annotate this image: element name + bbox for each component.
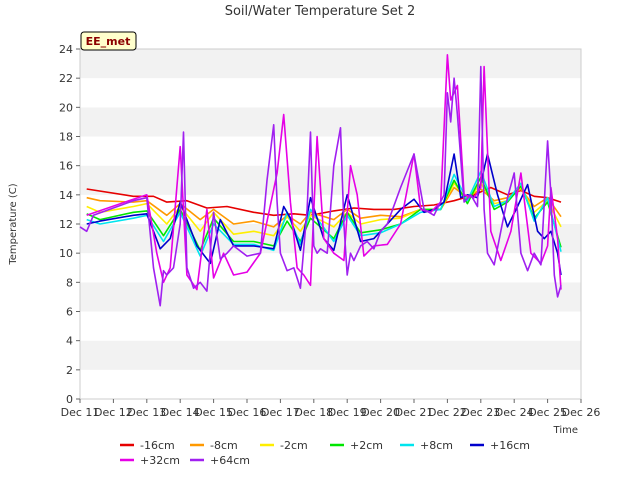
series-lines	[79, 53, 562, 307]
x-tick-label: Dec 18	[294, 406, 333, 419]
legend-label: +16cm	[490, 439, 530, 452]
y-tick-label: 2	[66, 364, 73, 377]
y-tick-label: 10	[59, 247, 73, 260]
y-tick-label: 0	[66, 393, 73, 406]
legend-label: -2cm	[280, 439, 308, 452]
x-axis-label: Time	[553, 425, 578, 436]
site-badge-label: EE_met	[86, 35, 131, 48]
y-tick-label: 14	[59, 189, 73, 202]
grid-band	[80, 78, 581, 108]
series-line-8cm	[86, 186, 562, 228]
x-tick-label: Dec 20	[361, 406, 400, 419]
grid-band	[80, 165, 581, 195]
series-line-32cm	[86, 53, 562, 291]
grid-band	[80, 49, 581, 79]
legend-label: +8cm	[420, 439, 453, 452]
x-tick-label: Dec 15	[194, 406, 233, 419]
x-tick-label: Dec 25	[528, 406, 567, 419]
grid-band	[80, 369, 581, 399]
legend: -16cm -8cm -2cm +2cm +8cm +16cm +32cm +64cm	[120, 439, 530, 467]
y-tick-label: 22	[59, 72, 73, 85]
y-tick-label: 8	[66, 276, 73, 289]
legend-label: +32cm	[140, 454, 180, 467]
series-line-8cm	[86, 170, 562, 257]
x-tick-label: Dec 23	[461, 406, 500, 419]
site-badge-box	[80, 31, 137, 51]
x-tick-label: Dec 13	[127, 406, 166, 419]
grid-band	[80, 311, 581, 341]
x-tick-label: Dec 21	[395, 406, 434, 419]
y-tick-label: 4	[66, 335, 73, 348]
y-tick-label: 6	[66, 306, 73, 319]
x-tick-label: Dec 24	[495, 406, 534, 419]
y-tick-label: 18	[59, 131, 73, 144]
x-tick-label: Dec 26	[562, 406, 601, 419]
x-tick-label: Dec 22	[428, 406, 467, 419]
grid-band	[80, 107, 581, 137]
x-tick-label: Dec 17	[261, 406, 300, 419]
chart-title: Soil/Water Temperature Set 2	[225, 4, 416, 19]
legend-label: -16cm	[140, 439, 175, 452]
site-badge: EE_met	[80, 31, 137, 51]
series-line-16cm	[86, 153, 562, 276]
grid-band	[80, 136, 581, 166]
x-tick-label: Dec 11	[61, 406, 100, 419]
y-tick-label: 12	[59, 218, 73, 231]
y-tick-label: 20	[59, 101, 73, 114]
legend-label: +64cm	[210, 454, 250, 467]
grid-bands	[80, 49, 581, 399]
x-tick-label: Dec 19	[328, 406, 367, 419]
x-tick-label: Dec 16	[228, 406, 267, 419]
legend-label: -8cm	[210, 439, 238, 452]
grid-band	[80, 282, 581, 312]
series-line-64cm	[79, 65, 562, 307]
y-tick-label: 16	[59, 160, 73, 173]
x-tick-label: Dec 14	[161, 406, 200, 419]
legend-label: +2cm	[350, 439, 383, 452]
grid-band	[80, 340, 581, 370]
y-tick-label: 24	[59, 43, 73, 56]
y-axis-label: Temperature (C)	[8, 183, 19, 265]
x-tick-label: Dec 12	[94, 406, 133, 419]
